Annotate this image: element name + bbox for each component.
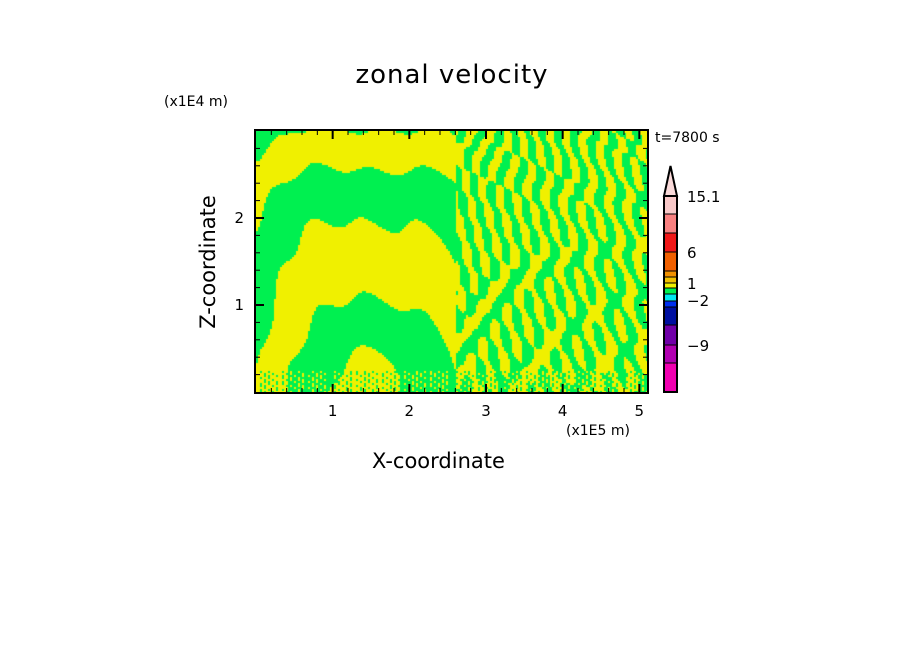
- colorbar-segment: [663, 276, 678, 284]
- chart-title: zonal velocity: [355, 60, 549, 90]
- colorbar-segment: [663, 213, 678, 234]
- y-tick-label: 2: [234, 209, 244, 227]
- colorbar-segment: [663, 300, 678, 308]
- colorbar-label: 6: [687, 244, 697, 262]
- colorbar-segment: [663, 344, 678, 364]
- colorbar-segment: [663, 293, 678, 302]
- colorbar-label: 15.1: [687, 188, 720, 206]
- x-scale-label: (x1E5 m): [566, 423, 630, 439]
- colorbar-segment: [663, 324, 678, 346]
- colorbar-segment: [663, 232, 678, 253]
- colorbar-label: 1: [687, 275, 697, 293]
- y-scale-label: (x1E4 m): [164, 94, 228, 110]
- x-tick-label: 1: [328, 402, 338, 420]
- colorbar-segment: [663, 282, 678, 289]
- colorbar-segment: [663, 306, 678, 326]
- colorbar-extend-arrow: [662, 165, 679, 197]
- colorbar-segment: [663, 362, 678, 393]
- time-label: t=7800 s: [655, 130, 720, 146]
- x-axis-label: X-coordinate: [372, 449, 505, 473]
- colorbar-segment: [663, 195, 678, 215]
- colorbar-label: −9: [687, 337, 709, 355]
- colorbar-label: −2: [687, 292, 709, 310]
- colorbar-frame: [663, 195, 678, 393]
- colorbar-segment: [663, 270, 678, 278]
- contour-field: [256, 131, 647, 392]
- x-tick-label: 5: [635, 402, 645, 420]
- x-tick-label: 2: [405, 402, 415, 420]
- x-tick-label: 3: [481, 402, 491, 420]
- x-tick-label: 4: [558, 402, 568, 420]
- y-tick-label: 1: [234, 296, 244, 314]
- colorbar-segment: [663, 287, 678, 295]
- colorbar-segment: [663, 251, 678, 272]
- plot-frame: [254, 129, 649, 394]
